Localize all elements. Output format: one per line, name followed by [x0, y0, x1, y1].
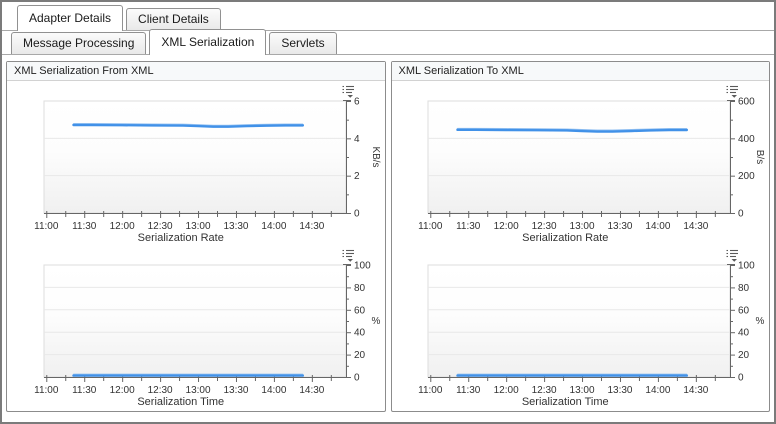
- svg-text:80: 80: [738, 283, 750, 294]
- svg-text:14:00: 14:00: [261, 385, 286, 396]
- panel-from-xml: XML Serialization From XML 0 2 4 6 11:00 11:3…: [6, 61, 386, 412]
- tab-adapter-details[interactable]: Adapter Details: [17, 5, 124, 31]
- chart-title: Serialization Time: [521, 396, 609, 408]
- svg-text:14:00: 14:00: [261, 221, 286, 232]
- chart-serialization-rate: 0 200 400 600 11:00 11:30 12:00 12:30 13:00 13:30…: [392, 82, 770, 246]
- svg-text:40: 40: [738, 328, 750, 339]
- svg-text:12:00: 12:00: [109, 221, 134, 232]
- svg-text:13:00: 13:00: [570, 385, 595, 396]
- svg-text:40: 40: [354, 328, 366, 339]
- chart-title: Serialization Rate: [522, 232, 609, 244]
- svg-text:6: 6: [354, 97, 360, 108]
- tab-servlets[interactable]: Servlets: [269, 32, 337, 54]
- svg-text:0: 0: [738, 209, 744, 220]
- svg-text:11:30: 11:30: [72, 385, 97, 396]
- svg-text:12:30: 12:30: [147, 385, 172, 396]
- svg-text:12:30: 12:30: [532, 385, 557, 396]
- svg-text:%: %: [371, 316, 380, 327]
- svg-text:13:30: 13:30: [223, 221, 248, 232]
- svg-text:14:30: 14:30: [299, 221, 324, 232]
- serialization-time-plot: 0 20 40 60 80 100 11:00 11:30 12:00 12:30 13:00 13:…: [34, 261, 380, 397]
- svg-text:KB/s: KB/s: [370, 146, 381, 167]
- svg-text:0: 0: [354, 209, 360, 220]
- svg-text:20: 20: [738, 350, 750, 361]
- svg-text:100: 100: [738, 261, 755, 272]
- serialization-rate-plot: 0 200 400 600 11:00 11:30 12:00 12:30 13:00 13:30…: [418, 97, 765, 233]
- serialization-rate-plot: 0 2 4 6 11:00 11:30 12:00 12:30 13:00 13:30 14:00 1…: [34, 97, 381, 233]
- svg-text:60: 60: [354, 305, 366, 316]
- chart-serialization-time: 0 20 40 60 80 100 11:00 11:30 12:00 12:30 13:00 13:…: [7, 246, 385, 410]
- svg-text:11:30: 11:30: [72, 221, 97, 232]
- svg-text:14:00: 14:00: [646, 221, 671, 232]
- svg-text:11:00: 11:00: [418, 385, 443, 396]
- panel-body: 0 2 4 6 11:00 11:30 12:00 12:30 13:00 13:30 14:00 1…: [7, 81, 385, 411]
- panels-container: XML Serialization From XML 0 2 4 6 11:00 11:3…: [2, 55, 774, 412]
- serialization-time-plot: 0 20 40 60 80 100 11:00 11:30 12:00 12:30 13:00 13:…: [418, 261, 765, 397]
- svg-text:0: 0: [738, 373, 744, 384]
- svg-text:13:00: 13:00: [570, 221, 595, 232]
- sub-tab-strip: Message Processing XML Serialization Ser…: [2, 29, 774, 55]
- chart-serialization-time: 0 20 40 60 80 100 11:00 11:30 12:00 12:30 13:00 13:…: [392, 246, 770, 410]
- tab-message-processing[interactable]: Message Processing: [11, 32, 147, 54]
- svg-text:13:30: 13:30: [223, 385, 248, 396]
- svg-text:12:30: 12:30: [532, 221, 557, 232]
- svg-text:13:30: 13:30: [608, 221, 633, 232]
- chart-title: Serialization Time: [137, 396, 225, 408]
- panel-to-xml: XML Serialization To XML 0 200 400 600 11:00…: [390, 61, 770, 412]
- legend-menu-icon[interactable]: [726, 249, 739, 262]
- svg-text:4: 4: [354, 134, 360, 145]
- svg-text:11:00: 11:00: [34, 385, 59, 396]
- chart-serialization-rate: 0 2 4 6 11:00 11:30 12:00 12:30 13:00 13:30 14:00 1…: [7, 82, 385, 246]
- svg-text:14:30: 14:30: [684, 385, 709, 396]
- svg-text:13:30: 13:30: [608, 385, 633, 396]
- svg-text:60: 60: [738, 305, 750, 316]
- svg-text:600: 600: [738, 97, 755, 108]
- svg-text:400: 400: [738, 134, 755, 145]
- svg-text:100: 100: [354, 261, 371, 272]
- svg-text:12:00: 12:00: [494, 385, 519, 396]
- svg-text:11:30: 11:30: [456, 385, 481, 396]
- tab-client-details[interactable]: Client Details: [126, 8, 221, 30]
- svg-text:14:30: 14:30: [299, 385, 324, 396]
- svg-text:12:30: 12:30: [147, 221, 172, 232]
- panel-title: XML Serialization To XML: [391, 62, 769, 81]
- panel-title: XML Serialization From XML: [7, 62, 385, 81]
- svg-text:13:00: 13:00: [185, 221, 210, 232]
- svg-text:12:00: 12:00: [494, 221, 519, 232]
- svg-text:14:30: 14:30: [684, 221, 709, 232]
- svg-text:11:30: 11:30: [456, 221, 481, 232]
- svg-text:12:00: 12:00: [109, 385, 134, 396]
- svg-text:%: %: [756, 316, 765, 327]
- svg-text:80: 80: [354, 283, 366, 294]
- legend-menu-icon[interactable]: [342, 249, 355, 262]
- panel-body: 0 200 400 600 11:00 11:30 12:00 12:30 13:00 13:30…: [392, 81, 770, 411]
- legend-menu-icon[interactable]: [726, 85, 739, 98]
- svg-text:13:00: 13:00: [185, 385, 210, 396]
- svg-text:14:00: 14:00: [646, 385, 671, 396]
- svg-text:11:00: 11:00: [34, 221, 59, 232]
- svg-text:200: 200: [738, 171, 755, 182]
- legend-menu-icon[interactable]: [342, 85, 355, 98]
- tab-xml-serialization[interactable]: XML Serialization: [149, 29, 267, 55]
- main-tab-strip: Adapter Details Client Details: [2, 2, 774, 31]
- svg-text:0: 0: [354, 373, 360, 384]
- chart-title: Serialization Rate: [137, 232, 224, 244]
- svg-text:20: 20: [354, 350, 366, 361]
- svg-text:2: 2: [354, 171, 360, 182]
- svg-text:B/s: B/s: [754, 150, 765, 164]
- svg-text:11:00: 11:00: [418, 221, 443, 232]
